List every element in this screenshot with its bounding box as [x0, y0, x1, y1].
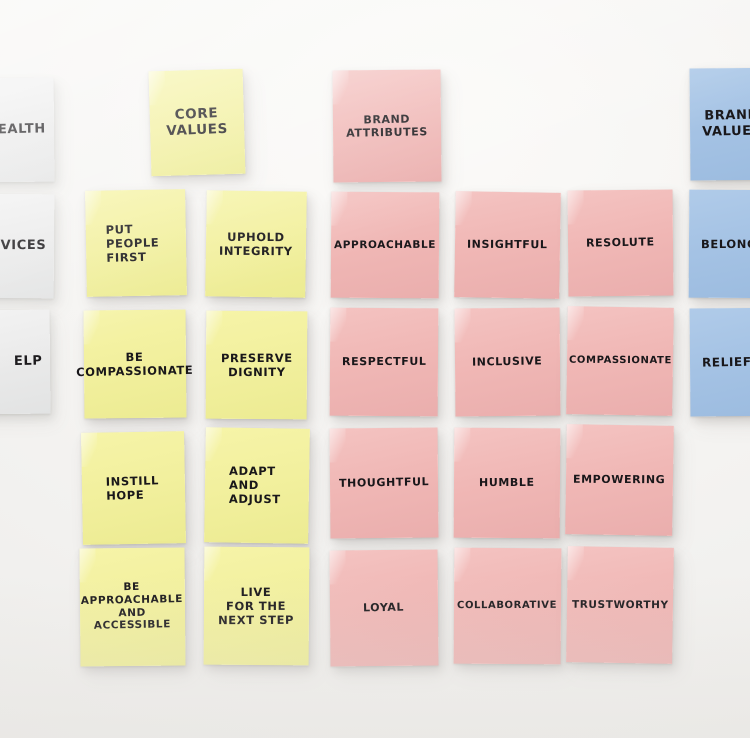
sticky-note-label: RESOLUTE — [586, 235, 655, 250]
sticky-note-label: ELP — [13, 353, 43, 370]
sticky-note-label: HUMBLE — [479, 476, 535, 490]
sticky-note-brand-values-header[interactable]: BRAND VALUES — [689, 67, 750, 181]
sticky-note-adapt-and-adjust[interactable]: ADAPT AND ADJUST — [204, 427, 310, 544]
sticky-note-label: BE APPROACHABLE AND ACCESSIBLE — [81, 581, 184, 633]
sticky-note-label: INCLUSIVE — [472, 354, 543, 369]
sticky-note-label: RVICES — [0, 238, 47, 254]
sticky-note-approachable[interactable]: APPROACHABLE — [330, 191, 440, 299]
sticky-note-label: BE COMPASSIONATE — [76, 349, 194, 380]
sticky-note-be-approachable-accessible[interactable]: BE APPROACHABLE AND ACCESSIBLE — [79, 547, 186, 667]
sticky-note-label: THOUGHTFUL — [338, 475, 430, 491]
sticky-note-loyal[interactable]: LOYAL — [329, 549, 439, 667]
sticky-note-label: PUT PEOPLE FIRST — [105, 222, 160, 265]
sticky-note-label: APPROACHABLE — [333, 238, 437, 251]
sticky-note-label: INSIGHTFUL — [467, 238, 548, 252]
sticky-note-brand-attributes-header[interactable]: BRAND ATTRIBUTES — [332, 69, 442, 183]
sticky-note-services[interactable]: RVICES — [0, 193, 55, 299]
sticky-note-thoughtful[interactable]: THOUGHTFUL — [329, 427, 439, 539]
sticky-note-preserve-dignity[interactable]: PRESERVE DIGNITY — [205, 310, 308, 420]
sticky-note-uphold-integrity[interactable]: UPHOLD INTEGRITY — [205, 190, 307, 298]
sticky-note-core-values-header[interactable]: CORE VALUES — [148, 68, 246, 177]
sticky-note-be-compassionate[interactable]: BE COMPASSIONATE — [76, 309, 194, 419]
sticky-note-health[interactable]: EALTH — [0, 77, 55, 183]
sticky-note-label: RELIEF — [701, 354, 750, 370]
sticky-note-label: ADAPT AND ADJUST — [228, 464, 281, 507]
sticky-note-live-for-the-next-step[interactable]: LIVE FOR THE NEXT STEP — [203, 546, 310, 666]
sticky-note-label: RESPECTFUL — [341, 355, 427, 369]
sticky-note-label: BELONGING — [700, 236, 750, 252]
sticky-note-inclusive[interactable]: INCLUSIVE — [454, 307, 561, 417]
sticky-note-label: BRAND ATTRIBUTES — [346, 112, 429, 140]
sticky-note-instill-hope[interactable]: INSTILL HOPE — [81, 431, 186, 545]
sticky-note-label: PRESERVE DIGNITY — [220, 350, 293, 380]
sticky-note-label: CORE VALUES — [166, 105, 229, 140]
sticky-note-insightful[interactable]: INSIGHTFUL — [454, 191, 561, 299]
sticky-note-resolute[interactable]: RESOLUTE — [567, 189, 674, 297]
sticky-note-humble[interactable]: HUMBLE — [453, 427, 561, 539]
sticky-note-label: UPHOLD INTEGRITY — [219, 229, 293, 259]
sticky-note-label: EMPOWERING — [573, 473, 666, 487]
sticky-note-trustworthy[interactable]: TRUSTWORTHY — [566, 546, 674, 664]
sticky-note-label: COLLABORATIVE — [457, 599, 558, 612]
sticky-note-relief[interactable]: RELIEF — [689, 307, 750, 417]
sticky-note-empowering[interactable]: EMPOWERING — [565, 424, 674, 536]
sticky-note-label: LIVE FOR THE NEXT STEP — [218, 584, 295, 628]
sticky-note-label: INSTILL HOPE — [105, 473, 160, 503]
sticky-note-belonging[interactable]: BELONGING — [688, 189, 750, 299]
sticky-note-label: COMPASSIONATE — [568, 354, 672, 367]
sticky-note-label: EALTH — [0, 121, 47, 138]
sticky-note-respectful[interactable]: RESPECTFUL — [329, 307, 439, 417]
sticky-note-collaborative[interactable]: COLLABORATIVE — [453, 547, 562, 665]
sticky-note-put-people-first[interactable]: PUT PEOPLE FIRST — [85, 189, 187, 297]
sticky-note-label: TRUSTWORTHY — [571, 598, 669, 611]
sticky-note-label: LOYAL — [363, 600, 405, 615]
sticky-note-help[interactable]: ELP — [0, 309, 51, 415]
sticky-note-label: BRAND VALUES — [702, 107, 750, 140]
sticky-note-compassionate[interactable]: COMPASSIONATE — [566, 306, 674, 416]
